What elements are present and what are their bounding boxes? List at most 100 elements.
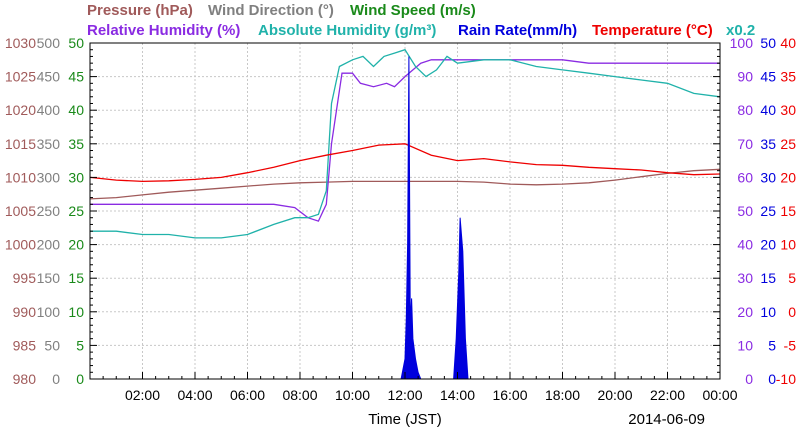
tick-label-temperature: -10	[776, 371, 796, 387]
tick-label-temperature: 35	[780, 69, 796, 85]
tick-label-temperature: 5	[788, 270, 796, 286]
tick-label-temperature: 30	[780, 102, 796, 118]
tick-label-pressure: 980	[13, 371, 37, 387]
tick-label-pressure: 1025	[5, 69, 36, 85]
tick-label-pressure: 1010	[5, 169, 36, 185]
series-absolute-humidity-g-m	[90, 48, 721, 239]
tick-label-rain-rate: 45	[760, 69, 776, 85]
tick-label-wind-direction: 500	[37, 35, 61, 51]
date-label: 2014-06-09	[628, 411, 705, 428]
tick-label-wind-direction: 50	[44, 337, 60, 353]
tick-label-relative-humidity: 30	[737, 270, 753, 286]
tick-label-temperature: 25	[780, 136, 796, 152]
legend-item: Wind Speed (m/s)	[350, 2, 476, 19]
tick-label-x: 12:00	[387, 387, 422, 403]
left-axes: 9809859909951000100510101015102010251030…	[5, 35, 97, 387]
legend-item: Relative Humidity (%)	[87, 22, 240, 39]
tick-label-pressure: 1005	[5, 203, 36, 219]
tick-label-wind-speed: 0	[76, 371, 84, 387]
legend-row-2: Relative Humidity (%) Absolute Humidity (…	[87, 22, 755, 39]
tick-label-temperature: 15	[780, 203, 796, 219]
tick-label-rain-rate: 0	[768, 371, 776, 387]
tick-label-wind-direction: 250	[37, 203, 61, 219]
tick-label-wind-speed: 25	[68, 203, 84, 219]
tick-label-relative-humidity: 90	[737, 69, 753, 85]
tick-label-relative-humidity: 80	[737, 102, 753, 118]
tick-label-rain-rate: 35	[760, 136, 776, 152]
tick-label-temperature: 0	[788, 304, 796, 320]
tick-label-relative-humidity: 0	[745, 371, 753, 387]
tick-label-wind-speed: 5	[76, 337, 84, 353]
tick-label-wind-direction: 100	[37, 304, 61, 320]
tick-label-x: 06:00	[230, 387, 265, 403]
legend-item: Temperature (°C)	[592, 22, 713, 39]
tick-label-rain-rate: 5	[768, 337, 776, 353]
tick-label-x: 10:00	[335, 387, 370, 403]
legend-row-1: Pressure (hPa) Wind Direction (°) Wind Spe…	[87, 2, 476, 19]
tick-label-relative-humidity: 100	[730, 35, 754, 51]
tick-label-rain-rate: 30	[760, 169, 776, 185]
grid	[90, 43, 720, 379]
series-layer	[89, 48, 721, 380]
tick-label-rain-rate: 25	[760, 203, 776, 219]
tick-label-wind-direction: 450	[37, 69, 61, 85]
tick-label-wind-direction: 0	[52, 371, 60, 387]
series-relative-humidity	[90, 59, 720, 222]
tick-label-relative-humidity: 70	[737, 136, 753, 152]
legend-item: Absolute Humidity (g/m³)	[258, 22, 436, 39]
tick-label-relative-humidity: 40	[737, 237, 753, 253]
tick-label-wind-direction: 300	[37, 169, 61, 185]
tick-label-pressure: 990	[13, 304, 37, 320]
tick-label-x: 14:00	[440, 387, 475, 403]
x-axis-label: Time (JST)	[368, 411, 442, 428]
tick-label-temperature: -5	[784, 337, 797, 353]
series-temperature-c	[89, 143, 721, 183]
series-pressure-hpa	[89, 168, 721, 200]
tick-label-pressure: 1030	[5, 35, 36, 51]
tick-label-temperature: 10	[780, 237, 796, 253]
tick-label-wind-speed: 45	[68, 69, 84, 85]
tick-label-relative-humidity: 50	[737, 203, 753, 219]
tick-label-pressure: 985	[13, 337, 37, 353]
tick-label-x: 16:00	[492, 387, 527, 403]
tick-label-x: 20:00	[597, 387, 632, 403]
tick-label-pressure: 995	[13, 270, 37, 286]
tick-label-wind-direction: 400	[37, 102, 61, 118]
tick-label-relative-humidity: 10	[737, 337, 753, 353]
series-rain-rate	[400, 56, 469, 380]
tick-label-x: 02:00	[125, 387, 160, 403]
tick-label-temperature: 40	[780, 35, 796, 51]
tick-label-wind-speed: 40	[68, 102, 84, 118]
tick-label-wind-speed: 10	[68, 304, 84, 320]
tick-label-wind-speed: 50	[68, 35, 84, 51]
tick-label-pressure: 1015	[5, 136, 36, 152]
tick-label-rain-rate: 50	[760, 35, 776, 51]
tick-label-pressure: 1020	[5, 102, 36, 118]
tick-label-rain-rate: 15	[760, 270, 776, 286]
legend-item: Pressure (hPa)	[87, 2, 193, 19]
tick-label-wind-speed: 20	[68, 237, 84, 253]
tick-label-wind-direction: 150	[37, 270, 61, 286]
right-axes: 0102030405060708090100051015202530354045…	[713, 35, 796, 387]
x-axis: 02:00 04:00 06:00 08:00 10:00 12:00 14:00 16:00…	[102, 372, 738, 403]
tick-label-wind-speed: 15	[68, 270, 84, 286]
tick-label-rain-rate: 40	[760, 102, 776, 118]
legend-item: Wind Direction (°)	[208, 2, 334, 19]
tick-label-x: 08:00	[282, 387, 317, 403]
tick-label-rain-rate: 20	[760, 237, 776, 253]
legend-item: Rain Rate(mm/h)	[458, 22, 577, 39]
legend-item: x0.2	[726, 22, 755, 39]
tick-label-temperature: 20	[780, 169, 796, 185]
tick-label-pressure: 1000	[5, 237, 36, 253]
legend: Pressure (hPa) Wind Direction (°) Wind Spe…	[87, 2, 755, 39]
tick-label-relative-humidity: 20	[737, 304, 753, 320]
tick-label-x: 22:00	[650, 387, 685, 403]
tick-label-wind-direction: 350	[37, 136, 61, 152]
tick-label-x: 04:00	[177, 387, 212, 403]
tick-label-x: 00:00	[702, 387, 737, 403]
tick-label-relative-humidity: 60	[737, 169, 753, 185]
tick-label-wind-direction: 200	[37, 237, 61, 253]
tick-label-x: 18:00	[545, 387, 580, 403]
tick-label-wind-speed: 30	[68, 169, 84, 185]
